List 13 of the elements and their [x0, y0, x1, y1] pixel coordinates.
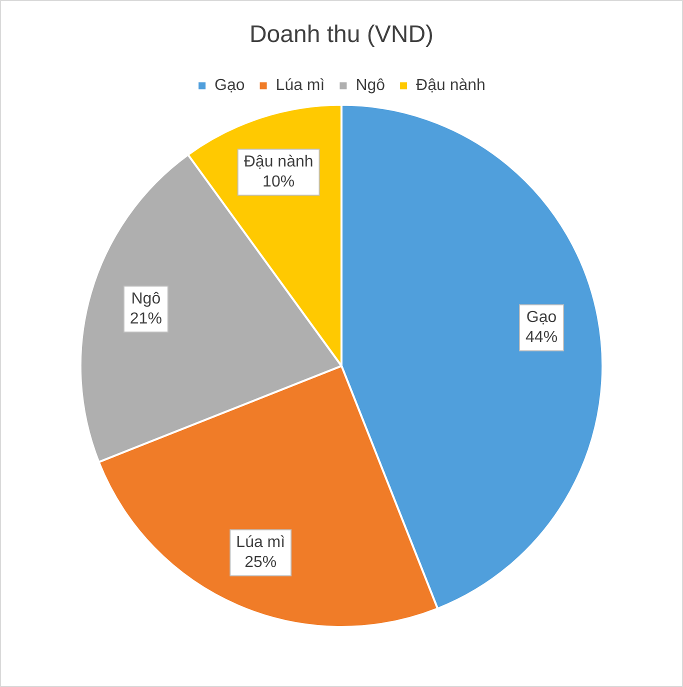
- legend-label: Ngô: [356, 77, 386, 94]
- slice-label: Lúa mì: [236, 534, 286, 552]
- legend-label: Gạo: [214, 77, 245, 94]
- slice-label: Gạo: [526, 309, 557, 326]
- legend-label: Đậu nành: [416, 77, 486, 94]
- data-label: 10%: [262, 174, 295, 191]
- legend-label: Lúa mì: [276, 77, 325, 94]
- data-label: 21%: [130, 310, 162, 328]
- slice-label: Đậu nành: [244, 154, 314, 171]
- data-label: 44%: [526, 329, 558, 346]
- chart-title: Doanh thu (VND): [249, 21, 434, 48]
- data-label: 25%: [244, 554, 277, 572]
- slice-label: Ngô: [131, 290, 161, 308]
